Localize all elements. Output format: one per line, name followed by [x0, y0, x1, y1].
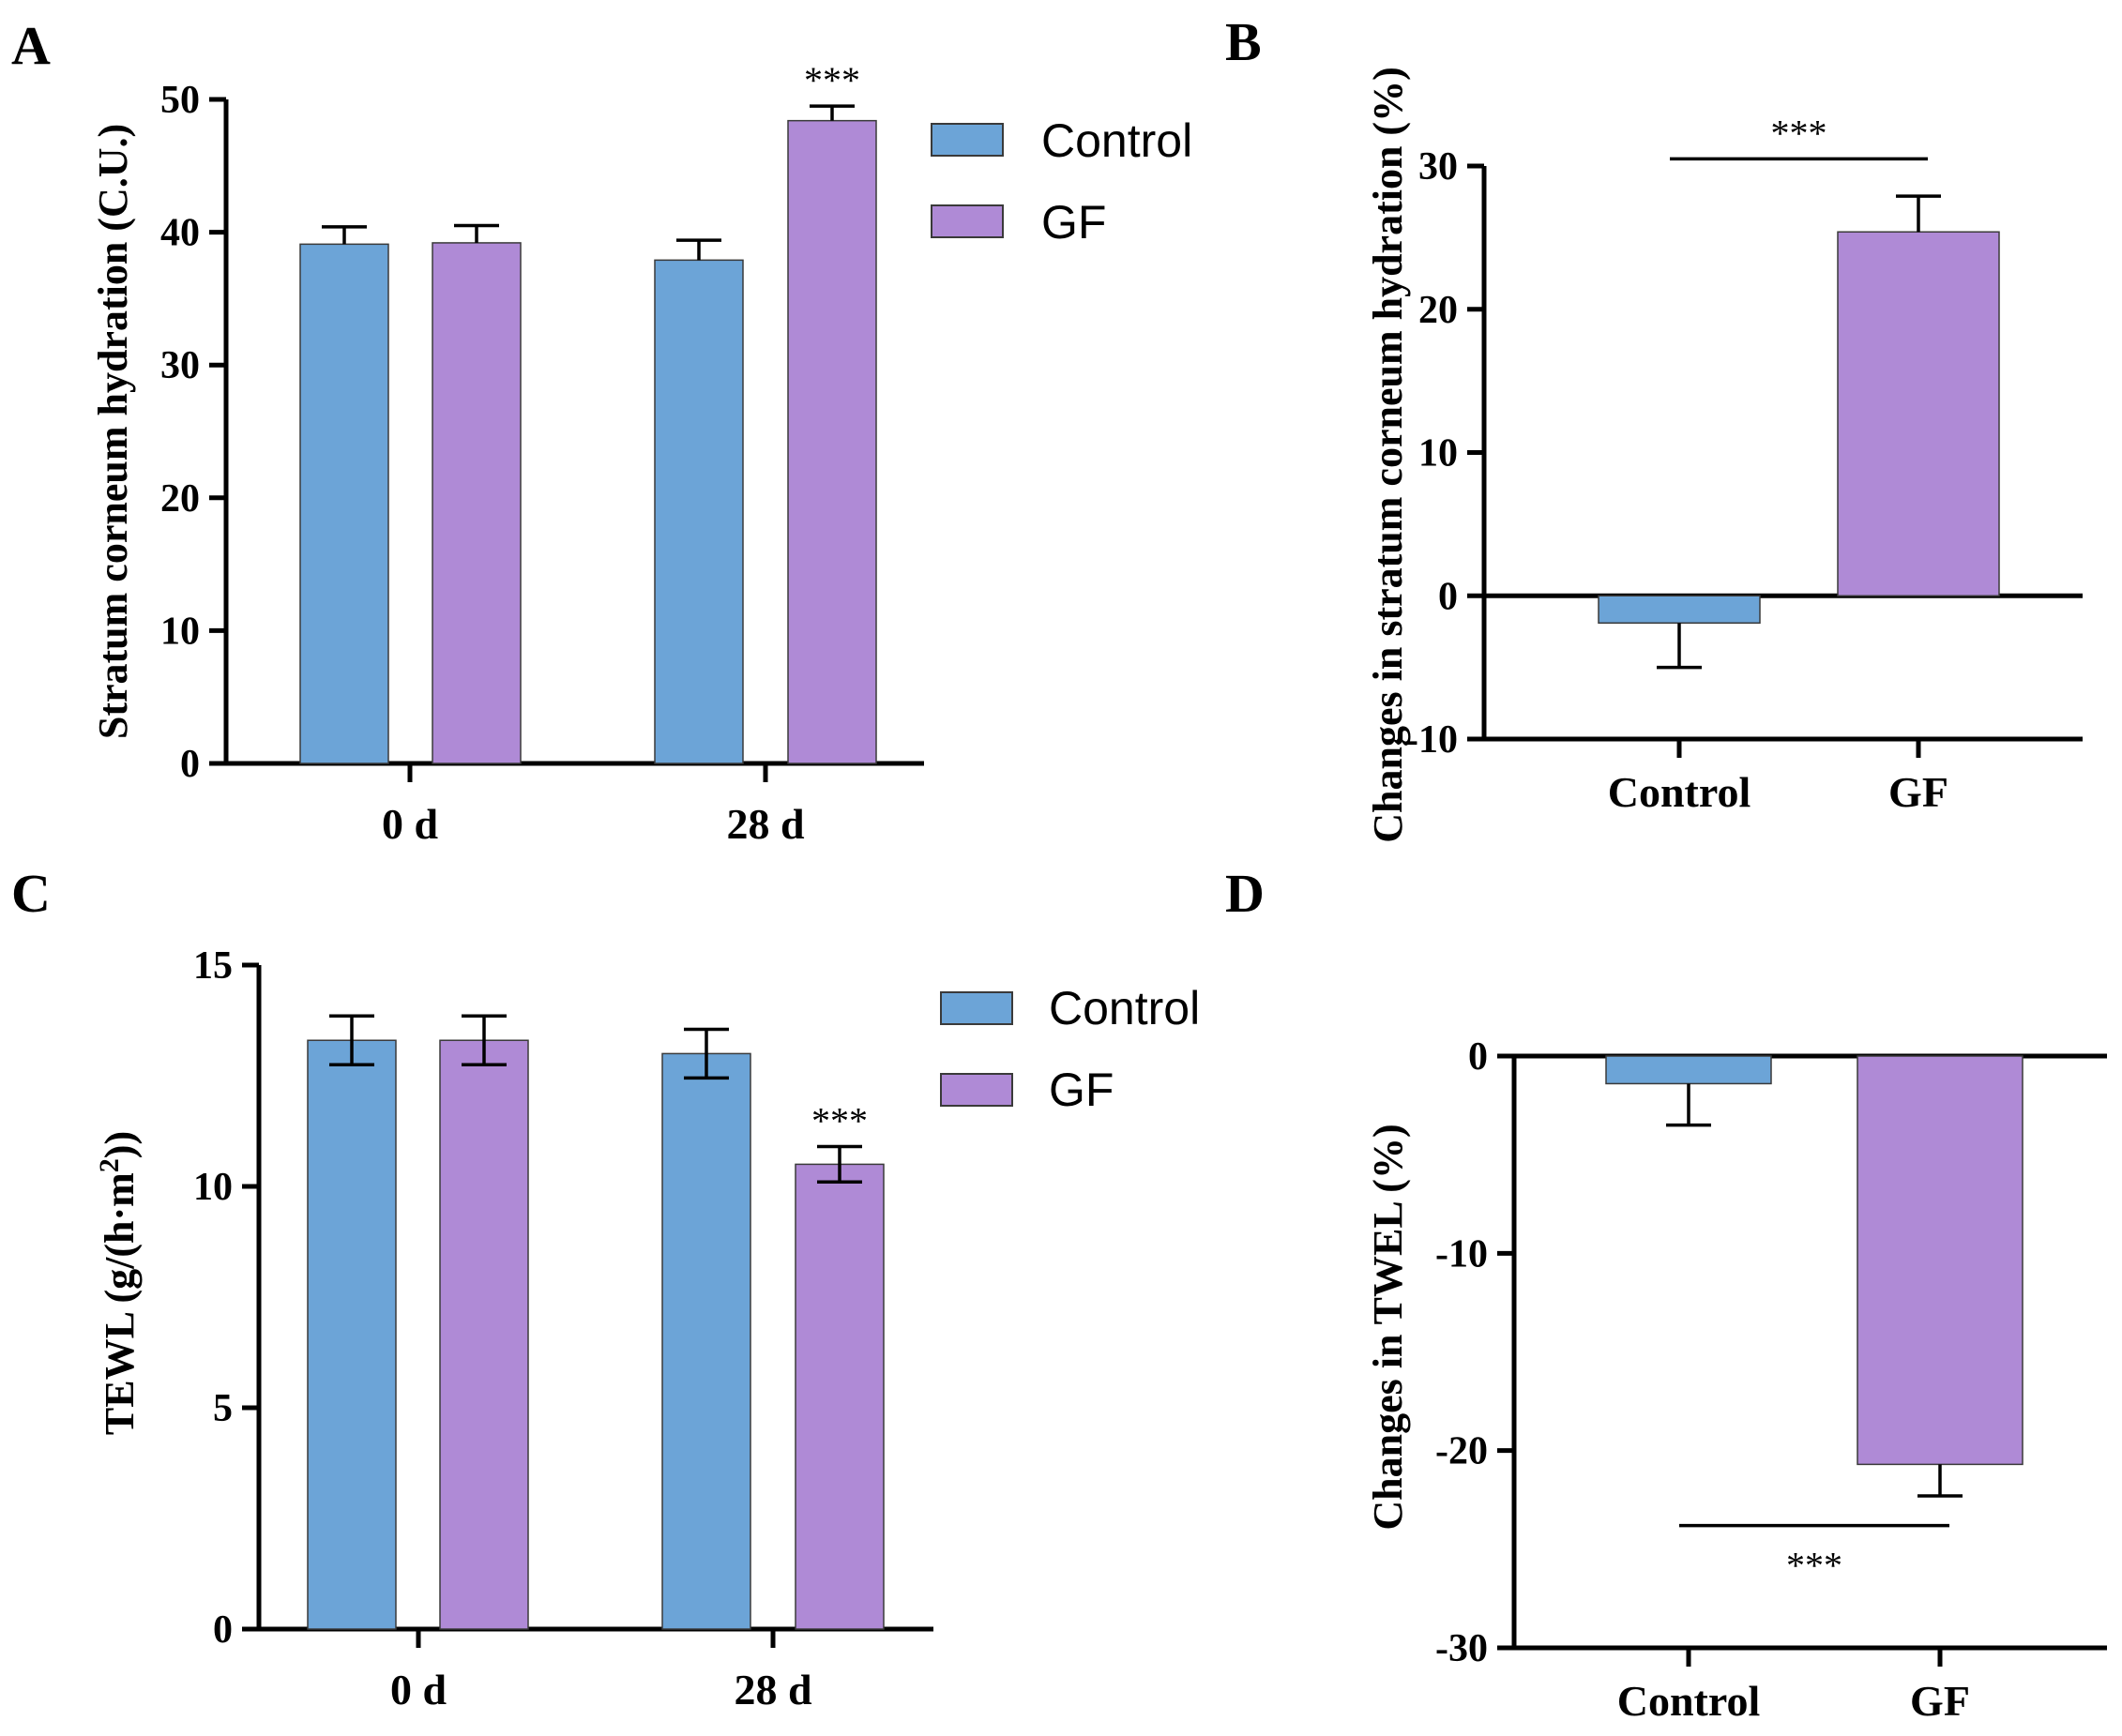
panel-a-bar-control-1 — [654, 259, 744, 764]
panel-d-significance-label: *** — [1786, 1545, 1842, 1587]
panel-c-significance-label: *** — [811, 1100, 868, 1142]
panel-letter-a: A — [11, 15, 51, 76]
panel-a-bar-gf-0 — [432, 242, 522, 764]
panel-b-y-tick-label: 20 — [1418, 289, 1458, 332]
legend-c-swatch-control — [940, 991, 1013, 1025]
legend-c-label-control: Control — [1049, 982, 1200, 1034]
panel-b-bar-control — [1598, 595, 1761, 625]
panel-b-y-tick-label: -10 — [1405, 718, 1458, 762]
panel-d-y-tick-label: -10 — [1435, 1232, 1488, 1276]
panel-d-bar-control — [1605, 1055, 1772, 1085]
panel-c-bar-gf-1 — [795, 1163, 885, 1630]
panel-c-x-tick-label: 0 d — [390, 1666, 447, 1713]
panel-a-bar-gf-1 — [787, 119, 877, 764]
panel-a-y-tick-label: 10 — [160, 610, 200, 653]
panel-letter-b: B — [1225, 11, 1262, 72]
legend-a-swatch-control — [931, 123, 1004, 157]
panel-c-y-label-main: TEWL (g/(h·m — [97, 1172, 143, 1435]
panel-b-x-tick-label: Control — [1608, 768, 1751, 816]
panel-a-x-tick-label: 0 d — [382, 800, 439, 848]
panel-a-y-label: Stratum corneum hydration (C.U.) — [90, 124, 136, 739]
panel-b-y-tick-label: 10 — [1418, 432, 1458, 476]
panel-b-x-tick-label: GF — [1888, 768, 1948, 816]
legend-c-swatch-gf — [940, 1073, 1013, 1107]
panel-d-y-tick-label: -30 — [1435, 1627, 1488, 1670]
panel-a-y-tick-label: 0 — [180, 743, 200, 786]
panel-b-significance-label: *** — [1771, 112, 1827, 154]
panel-c-y-tick-label: 15 — [193, 944, 233, 988]
panel-c-bar-gf-0 — [439, 1039, 529, 1630]
panel-a-legend: Control GF — [931, 114, 1192, 249]
panel-c-y-label-end: )) — [97, 1131, 143, 1158]
panel-c-y-tick-label: 10 — [193, 1166, 233, 1209]
panel-c-bar-control-0 — [307, 1039, 397, 1630]
legend-a-swatch-gf — [931, 204, 1004, 238]
panel-d-y-tick-label: 0 — [1468, 1035, 1488, 1079]
panel-c-y-label-sup: 2 — [94, 1158, 125, 1172]
panel-a-x-tick-label: 28 d — [726, 800, 805, 848]
plots: 0 10 20 30 40 50 0 d 28 d *** 0 5 10 15 0 d 28 d *** -10… — [160, 59, 2107, 1725]
legend-a-label-control: Control — [1041, 114, 1192, 167]
panel-c-bar-control-1 — [661, 1052, 751, 1630]
panel-d-x-tick-label: GF — [1910, 1677, 1970, 1725]
panel-letter-c: C — [11, 863, 51, 924]
panel-c-y-tick-label: 0 — [213, 1608, 233, 1652]
panel-a-significance-label: *** — [804, 59, 860, 101]
panel-d-y-label: Changes in TWEL (%) — [1365, 1124, 1411, 1530]
panel-c-x-tick-label: 28 d — [734, 1666, 812, 1713]
panel-d-y-tick-label: -20 — [1435, 1430, 1488, 1473]
panel-a-y-tick-label: 50 — [160, 79, 200, 122]
panel-a-y-tick-label: 20 — [160, 477, 200, 521]
panel-a-bar-control-0 — [299, 243, 389, 764]
panel-c-y-tick-label: 5 — [213, 1387, 233, 1430]
panel-b-y-label: Changes in stratum corneum hydration (%) — [1365, 67, 1411, 842]
panel-a-y-tick-label: 40 — [160, 212, 200, 255]
panel-c-y-label: TEWL (g/(h·m2)) — [94, 1131, 143, 1435]
panel-a-y-tick-label: 30 — [160, 344, 200, 387]
panel-b-bar-gf — [1837, 231, 2000, 596]
panel-b-y-tick-label: 30 — [1418, 145, 1458, 189]
panel-d-x-tick-label: Control — [1617, 1677, 1761, 1725]
panel-c-legend: Control GF — [940, 982, 1200, 1116]
panel-d-bar-gf — [1857, 1055, 2023, 1466]
panel-b-y-tick-label: 0 — [1438, 575, 1458, 618]
panel-letter-d: D — [1225, 863, 1265, 924]
legend-c-label-gf: GF — [1049, 1064, 1114, 1116]
legend-a-label-gf: GF — [1041, 196, 1106, 249]
